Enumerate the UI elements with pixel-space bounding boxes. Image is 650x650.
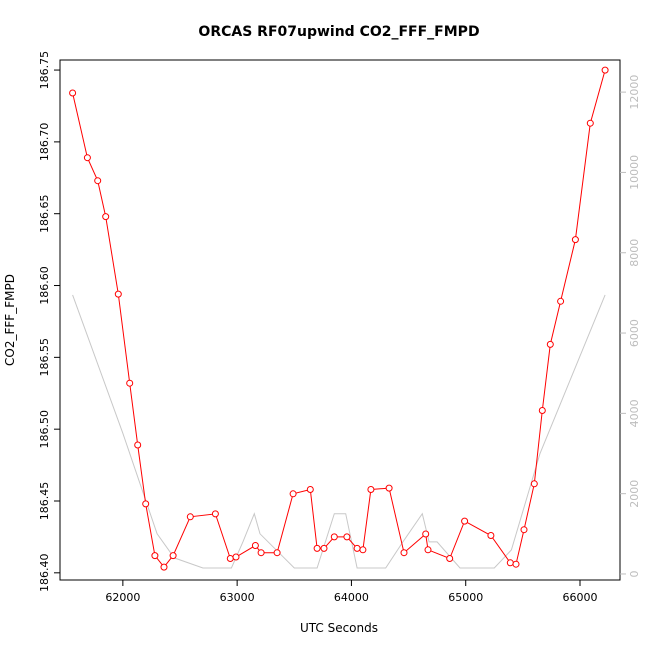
data-point [520,526,528,534]
y-tick-label: 186.75 [38,51,51,90]
data-point [142,500,150,508]
data-point [257,549,265,557]
data-point [586,119,594,127]
data-point [538,407,546,414]
data-point [601,66,609,74]
x-axis: 62000 63000 64000 65000 66000 [105,580,598,604]
y-axis: 186.40 186.45 186.50 186.55 186.60 186.65 186.… [38,51,60,592]
x-tick-label: 66000 [563,591,598,604]
y2-tick-label: 8000 [628,239,641,267]
y-tick-label: 186.40 [38,554,51,593]
data-point [367,486,375,493]
y-tick-label: 186.60 [38,266,51,305]
y-tick-label: 186.70 [38,123,51,162]
y-tick-label: 186.45 [38,482,51,521]
data-point [385,484,393,492]
data-point [530,480,538,488]
x-tick-label: 62000 [105,591,140,604]
data-point [186,513,194,521]
data-point [512,560,520,568]
data-point [160,563,168,571]
data-point [114,290,122,298]
data-point [211,510,219,518]
data-point [320,544,328,552]
data-point [353,544,361,552]
data-point [94,177,102,185]
y-tick-label: 186.55 [38,338,51,377]
data-point [343,533,351,541]
x-tick-label: 65000 [448,591,483,604]
data-point [557,297,565,305]
data-point [571,236,579,244]
y-tick-label: 186.65 [38,194,51,233]
data-point [400,549,408,557]
data-point [83,154,91,162]
data-point [446,555,454,562]
data-point [306,486,314,493]
y2-tick-label: 0 [628,571,641,578]
data-point [546,340,554,348]
chart-title: ORCAS RF07upwind CO2_FFF_FMPD [198,24,479,40]
data-point [134,441,142,449]
y2-tick-label: 10000 [628,155,641,190]
data-point [251,542,259,549]
data-point [359,546,367,554]
x-axis-label: UTC Seconds [300,621,378,635]
data-point [126,379,134,387]
data-point [461,517,469,525]
primary-series-line [72,69,606,568]
y2-tick-label: 2000 [628,480,641,508]
plot-frame [59,59,621,581]
secondary-series-line [72,294,606,569]
data-point [226,555,234,562]
data-point [422,530,430,538]
data-point [151,552,159,560]
y2-tick-label: 4000 [628,399,641,427]
data-point [69,89,77,97]
y-tick-label: 186.50 [38,410,51,449]
x-tick-label: 63000 [220,591,255,604]
data-point [313,544,321,552]
data-point [273,549,281,557]
y-axis-label: CO2_FFF_FMPD [3,274,17,366]
data-point [169,552,177,560]
y2-tick-label: 12000 [628,75,641,110]
y2-tick-label: 6000 [628,319,641,347]
data-point [289,490,297,498]
data-point [506,559,514,567]
y2-axis: 0 2000 4000 6000 8000 10000 12000 [620,75,641,578]
data-point [424,546,432,554]
data-point [232,553,240,561]
data-point [487,532,495,539]
plot-layer [69,66,609,571]
data-point [330,533,338,541]
x-tick-label: 64000 [334,591,369,604]
data-point [102,213,110,221]
